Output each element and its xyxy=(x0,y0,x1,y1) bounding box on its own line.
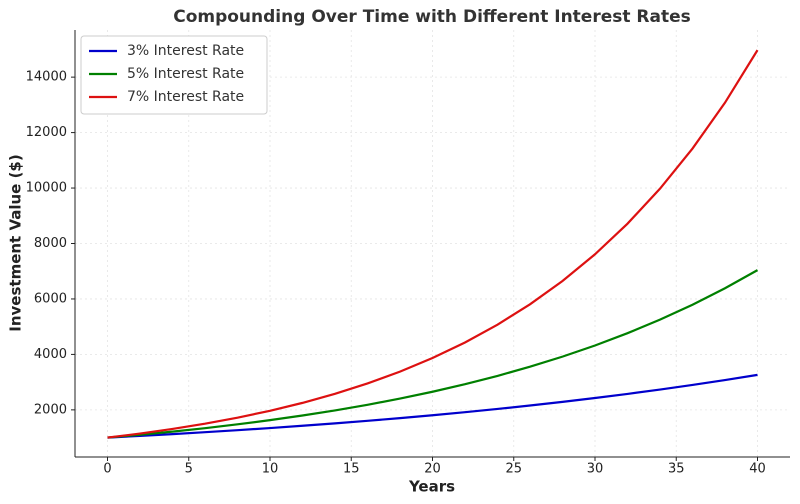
x-tick-label: 25 xyxy=(505,462,522,477)
y-tick-label: 2000 xyxy=(34,402,67,417)
x-tick-label: 10 xyxy=(262,462,279,477)
x-tick-label: 15 xyxy=(343,462,360,477)
y-tick-label: 8000 xyxy=(34,236,67,251)
y-tick-label: 4000 xyxy=(34,347,67,362)
legend-label: 5% Interest Rate xyxy=(127,66,244,82)
y-tick-label: 10000 xyxy=(26,181,67,196)
y-tick-label: 14000 xyxy=(26,70,67,85)
x-tick-label: 0 xyxy=(103,462,111,477)
x-tick-label: 20 xyxy=(424,462,441,477)
legend-box xyxy=(80,35,268,115)
x-tick-label: 35 xyxy=(668,462,685,477)
data-line xyxy=(107,49,759,439)
y-tick-label: 6000 xyxy=(34,291,67,306)
data-line xyxy=(107,373,758,439)
x-axis-label: Years xyxy=(408,478,455,496)
chart-title: Compounding Over Time with Different Int… xyxy=(173,7,691,27)
legend-label: 3% Interest Rate xyxy=(127,43,244,59)
x-tick-label: 40 xyxy=(749,462,766,477)
x-tick-label: 30 xyxy=(587,462,604,477)
y-tick-label: 12000 xyxy=(26,125,67,140)
x-tick-label: 5 xyxy=(185,462,193,477)
y-axis-label: Investment Value ($) xyxy=(7,154,25,331)
legend-label: 7% Interest Rate xyxy=(127,89,244,105)
data-line xyxy=(107,269,759,439)
